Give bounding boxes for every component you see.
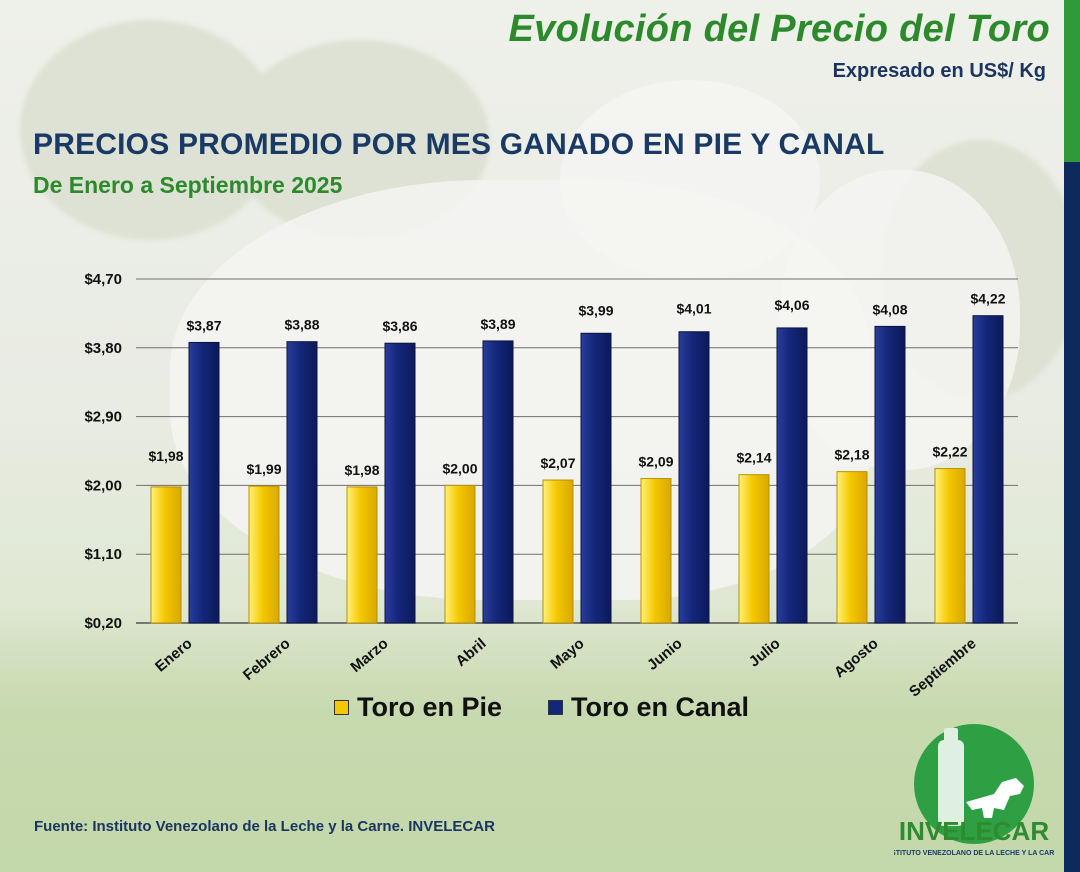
x-tick-label: Enero — [152, 635, 195, 675]
legend-item-pie: Toro en Pie — [334, 692, 502, 723]
y-tick-label: $3,80 — [84, 340, 122, 357]
data-label: $1,98 — [148, 448, 183, 464]
chart-legend: Toro en Pie Toro en Canal — [334, 692, 795, 723]
side-accent-navy — [1064, 162, 1080, 872]
x-tick-label: Julio — [746, 635, 784, 671]
svg-text:INVELECAR: INVELECAR — [899, 816, 1049, 846]
y-tick-label: $2,90 — [84, 409, 122, 426]
x-tick-label: Agosto — [831, 635, 882, 681]
invelecar-logo: INVELECAR INSTITUTO VENEZOLANO DE LA LEC… — [894, 724, 1054, 857]
data-label: $4,06 — [774, 297, 809, 313]
svg-text:INSTITUTO VENEZOLANO DE LA LEC: INSTITUTO VENEZOLANO DE LA LECHE Y LA CA… — [894, 850, 1054, 857]
data-label: $1,98 — [344, 462, 379, 478]
legend-swatch-canal — [548, 700, 564, 715]
data-label: $1,99 — [246, 461, 281, 477]
bar-toro-pie — [738, 474, 770, 624]
x-tick-label: Febrero — [240, 635, 294, 684]
bar-toro-pie — [444, 484, 476, 624]
side-accent-green — [1064, 0, 1080, 162]
bar-toro-pie — [248, 485, 280, 624]
data-label: $3,89 — [480, 316, 515, 332]
bar-toro-canal — [384, 342, 416, 624]
data-label: $3,86 — [382, 318, 417, 334]
legend-label-canal: Toro en Canal — [571, 692, 750, 722]
data-label: $3,88 — [284, 317, 319, 333]
x-tick-label: Septiembre — [906, 635, 980, 701]
y-tick-label: $4,70 — [84, 271, 122, 288]
data-label: $3,87 — [186, 317, 221, 333]
data-label: $4,22 — [970, 291, 1005, 307]
legend-item-canal: Toro en Canal — [548, 692, 749, 723]
bar-toro-pie — [934, 468, 966, 624]
x-tick-label: Abril — [452, 635, 489, 670]
data-label: $2,14 — [736, 450, 771, 466]
bar-toro-pie — [836, 471, 868, 624]
page-title: Evolución del Precio del Toro — [508, 8, 1050, 50]
data-label: $4,01 — [676, 301, 711, 317]
data-label: $2,09 — [638, 454, 673, 470]
x-tick-label: Junio — [644, 635, 686, 674]
chart-subheading: De Enero a Septiembre 2025 — [33, 172, 343, 198]
y-tick-label: $0,20 — [84, 615, 122, 632]
bar-toro-canal — [286, 341, 318, 624]
data-label: $3,99 — [578, 302, 613, 318]
x-tick-label: Marzo — [347, 635, 391, 676]
y-tick-label: $1,10 — [84, 546, 122, 563]
bar-toro-canal — [776, 327, 808, 624]
bar-toro-pie — [150, 486, 182, 624]
y-tick-label: $2,00 — [84, 477, 122, 494]
bar-toro-canal — [678, 331, 710, 624]
bar-toro-canal — [482, 340, 514, 624]
data-label: $2,07 — [540, 455, 575, 471]
bar-toro-canal — [874, 325, 906, 624]
bar-toro-pie — [640, 478, 672, 624]
x-tick-label: Mayo — [547, 635, 587, 673]
bar-toro-canal — [188, 341, 220, 624]
bar-toro-canal — [972, 315, 1004, 624]
data-label: $2,18 — [834, 447, 869, 463]
source-note: Fuente: Instituto Venezolano de la Leche… — [34, 818, 495, 835]
data-label: $4,08 — [872, 301, 907, 317]
bar-toro-canal — [580, 332, 612, 624]
bar-toro-pie — [346, 486, 378, 624]
data-label: $2,22 — [932, 444, 967, 460]
legend-label-pie: Toro en Pie — [357, 692, 503, 722]
data-label: $2,00 — [442, 460, 477, 476]
chart-heading: PRECIOS PROMEDIO POR MES GANADO EN PIE Y… — [33, 128, 885, 161]
legend-swatch-pie — [334, 700, 349, 715]
page-subtitle: Expresado en US$/ Kg — [832, 60, 1046, 82]
bar-toro-pie — [542, 479, 574, 624]
